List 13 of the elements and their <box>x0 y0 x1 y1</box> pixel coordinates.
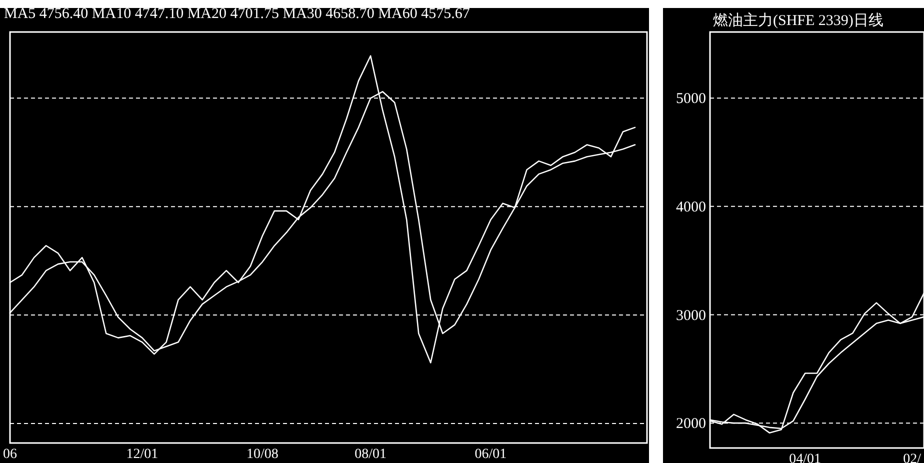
ytick: 5000 <box>676 91 706 108</box>
ytick: 4000 <box>676 199 706 216</box>
xtick: 04/01 <box>789 452 822 463</box>
xtick: 02/ <box>903 452 922 463</box>
title: 燃油主力(SHFE 2339)日线 <box>713 13 884 29</box>
xtick: 06 <box>3 447 17 462</box>
xtick: 12/01 <box>126 447 158 462</box>
ytick: 2000 <box>676 416 706 432</box>
xtick: 10/08 <box>246 447 278 462</box>
ytick: 3000 <box>676 308 706 324</box>
xtick: 06/01 <box>474 447 507 462</box>
xtick: 08/01 <box>354 447 386 462</box>
title: MA5 4756.40 MA10 4747.10 MA20 4701.75 MA30 4658.70 MA60 4575.67 <box>4 6 470 22</box>
